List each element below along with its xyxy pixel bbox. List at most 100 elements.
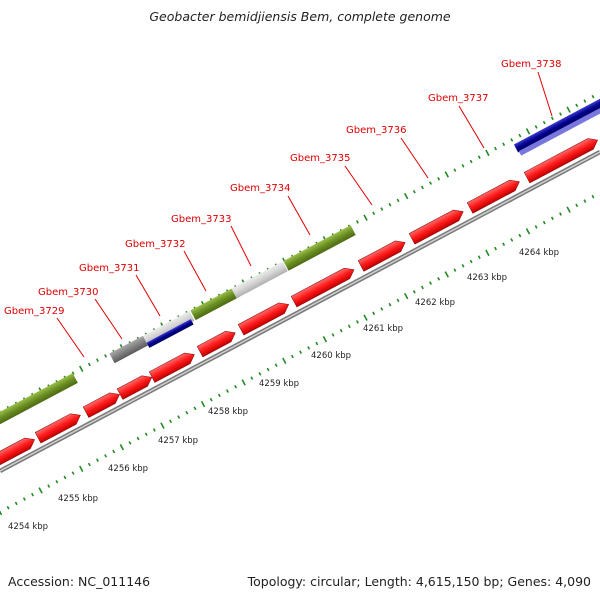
leader-line — [135, 274, 161, 317]
tick-mark — [437, 176, 441, 181]
tick-mark — [534, 225, 538, 229]
leader-line — [94, 298, 123, 340]
tick-mark — [510, 238, 514, 242]
tick-mark — [96, 358, 99, 362]
tick-mark — [112, 449, 116, 454]
kbp-labels: 4254 kbp 4255 kbp 4256 kbp 4257 kbp 4258… — [8, 248, 559, 532]
tick-mark — [0, 510, 3, 516]
tick-mark — [355, 220, 359, 224]
kbp-label: 4259 kbp — [259, 379, 299, 389]
tick-mark — [542, 220, 546, 225]
kbp-label: 4257 kbp — [158, 436, 198, 446]
tick-mark — [420, 185, 424, 190]
tick-mark — [152, 428, 156, 432]
tick-mark — [502, 142, 506, 147]
tick-mark — [403, 292, 409, 300]
cds-arrow — [116, 375, 153, 400]
map-title: Geobacter bemidjiensis Bem, complete gen… — [149, 9, 451, 24]
tick-mark — [177, 415, 181, 419]
tick-mark — [282, 357, 287, 365]
kbp-label: 4254 kbp — [8, 522, 48, 532]
tick-mark — [477, 255, 481, 259]
tick-mark — [420, 285, 424, 290]
feature-block — [143, 311, 195, 346]
feature-block-navy — [146, 319, 194, 348]
tick-mark — [225, 389, 229, 393]
cds-arrow — [466, 179, 520, 214]
tick-mark — [485, 149, 490, 157]
tick-mark — [241, 379, 246, 386]
tick-mark — [63, 475, 67, 480]
tick-mark — [128, 441, 132, 445]
tick-mark — [38, 487, 43, 494]
gene-label: Gbem_3737 — [428, 93, 488, 104]
tick-mark — [412, 189, 416, 194]
tick-mark — [290, 354, 294, 359]
accession-label: Accession: NC_011146 — [8, 574, 151, 589]
cds-arrow — [523, 138, 599, 184]
cds-arrow — [0, 437, 35, 467]
tick-mark — [87, 362, 91, 367]
tick-mark — [185, 410, 189, 415]
tick-mark — [550, 116, 554, 121]
genome-summary: Topology: circular; Length: 4,615,150 bp… — [247, 574, 591, 589]
tick-mark — [31, 492, 34, 497]
gene-label: Gbem_3734 — [230, 183, 290, 194]
tick-mark — [339, 328, 343, 333]
tick-mark — [380, 307, 384, 311]
tick-mark — [380, 207, 384, 211]
tick-mark — [299, 350, 303, 354]
leader-line — [56, 317, 85, 358]
tick-mark — [136, 436, 140, 441]
gene-label: Gbem_3738 — [501, 59, 561, 70]
tick-mark — [266, 367, 270, 372]
gene-label: Gbem_3736 — [346, 125, 406, 136]
tick-ring-inner — [0, 194, 595, 516]
tick-mark — [96, 458, 99, 462]
feature-track-outer — [0, 97, 600, 427]
tick-mark — [494, 246, 497, 251]
tick-mark — [347, 324, 351, 329]
cds-arrow — [237, 302, 290, 336]
tick-mark — [119, 444, 125, 451]
feature-block — [190, 286, 240, 321]
kbp-label: 4260 kbp — [311, 351, 351, 361]
tick-mark — [55, 479, 59, 484]
backbone-highlight — [0, 151, 600, 472]
leader-line — [183, 250, 207, 292]
tick-mark — [144, 432, 148, 437]
tick-mark — [79, 365, 84, 373]
tick-mark — [315, 341, 319, 346]
tick-mark — [453, 268, 457, 272]
tick-mark — [429, 181, 432, 185]
tick-mark — [160, 422, 165, 429]
tick-mark — [559, 112, 562, 116]
cds-track — [0, 138, 599, 467]
tick-mark — [583, 99, 587, 103]
tick-mark — [396, 298, 400, 303]
tick-mark — [307, 346, 311, 350]
kbp-label: 4262 kbp — [415, 298, 455, 308]
tick-mark — [355, 320, 359, 324]
kbp-label: 4263 kbp — [467, 273, 507, 283]
tick-mark — [591, 194, 595, 199]
tick-mark — [412, 289, 416, 294]
tick-mark — [14, 501, 18, 506]
leader-line — [458, 105, 485, 149]
kbp-label: 4258 kbp — [208, 407, 248, 417]
feature-block — [109, 335, 149, 364]
tick-mark — [494, 146, 497, 151]
tick-mark — [403, 192, 409, 200]
tick-mark — [510, 138, 514, 142]
tick-mark — [518, 133, 522, 138]
tick-mark — [331, 333, 335, 337]
tick-mark — [104, 454, 108, 458]
cds-arrow — [408, 209, 464, 245]
gene-label: Gbem_3733 — [171, 214, 231, 225]
leader-line — [230, 225, 252, 267]
tick-mark — [575, 203, 579, 208]
tick-mark — [542, 120, 546, 125]
tick-mark — [591, 94, 595, 99]
tick-mark — [469, 259, 473, 264]
backbone — [0, 150, 600, 473]
